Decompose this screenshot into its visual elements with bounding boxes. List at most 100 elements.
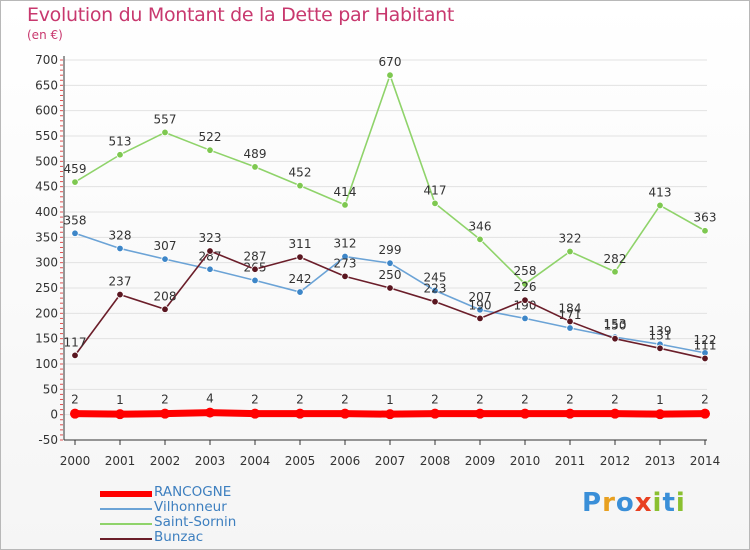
data-point-rancogne	[250, 408, 260, 419]
y-tick-label: 700	[35, 53, 58, 67]
data-point-vilhonneur	[161, 255, 169, 263]
logo-letter: x	[634, 488, 653, 518]
data-label-vilhonneur: 153	[604, 317, 627, 331]
data-point-saint-sornin	[341, 201, 349, 209]
data-label-saint-sornin: 557	[154, 112, 177, 126]
x-tick-label: 2008	[420, 454, 451, 468]
data-label-vilhonneur: 328	[109, 228, 132, 242]
legend-label-rancogne: RANCOGNE	[154, 484, 232, 500]
data-label-bunzac: 287	[244, 249, 267, 263]
x-tick-label: 2001	[105, 454, 136, 468]
data-point-saint-sornin	[566, 247, 574, 256]
data-label-saint-sornin: 322	[559, 232, 582, 246]
y-tick-label: -50	[38, 433, 58, 447]
y-tick-label: 250	[35, 281, 58, 295]
data-point-rancogne	[340, 408, 350, 419]
y-tick-label: 450	[35, 180, 58, 194]
data-point-rancogne	[160, 408, 170, 419]
x-tick-label: 2000	[60, 454, 91, 468]
data-label-rancogne: 2	[476, 393, 484, 407]
data-label-vilhonneur: 139	[649, 324, 672, 338]
logo-letter: P	[582, 488, 603, 518]
y-tick-label: 150	[35, 332, 58, 346]
data-point-vilhonneur	[206, 265, 214, 273]
data-label-bunzac: 223	[424, 282, 447, 296]
x-tick-label: 2007	[375, 454, 406, 468]
data-point-saint-sornin	[611, 268, 619, 276]
y-tick-label: 300	[35, 256, 58, 270]
data-point-rancogne	[475, 408, 485, 419]
data-label-bunzac: 208	[154, 289, 177, 303]
y-tick-label: 100	[35, 357, 58, 371]
data-point-bunzac	[701, 354, 709, 363]
data-label-rancogne: 4	[206, 392, 214, 406]
data-point-bunzac	[656, 344, 664, 352]
data-label-rancogne: 2	[611, 393, 619, 407]
data-label-rancogne: 1	[116, 393, 124, 407]
data-point-vilhonneur	[521, 314, 529, 323]
x-tick-label: 2006	[330, 454, 361, 468]
data-label-rancogne: 2	[341, 393, 349, 407]
data-point-rancogne	[295, 408, 305, 419]
data-point-bunzac	[521, 296, 529, 304]
data-point-vilhonneur	[296, 288, 304, 296]
logo-letter: r	[602, 488, 616, 518]
data-point-rancogne	[385, 409, 395, 420]
y-tick-label: 350	[35, 230, 58, 244]
legend-label-bunzac: Bunzac	[154, 529, 204, 545]
data-label-vilhonneur: 358	[64, 213, 87, 227]
data-point-saint-sornin	[656, 201, 664, 210]
x-tick-label: 2005	[285, 454, 316, 468]
data-label-rancogne: 1	[386, 393, 394, 407]
data-point-vilhonneur	[251, 276, 259, 285]
y-tick-label: 550	[35, 129, 58, 143]
data-point-vilhonneur	[341, 252, 349, 261]
logo-letter: i	[675, 488, 686, 518]
data-label-vilhonneur: 299	[379, 243, 402, 257]
data-point-bunzac	[566, 317, 574, 326]
data-point-saint-sornin	[206, 146, 214, 154]
data-point-vilhonneur	[116, 244, 124, 253]
data-label-vilhonneur: 207	[469, 290, 492, 304]
data-point-rancogne	[70, 408, 80, 419]
data-label-rancogne: 2	[71, 393, 79, 407]
data-point-saint-sornin	[296, 181, 304, 190]
data-label-saint-sornin: 522	[199, 130, 222, 144]
data-point-vilhonneur	[431, 286, 439, 295]
data-label-bunzac: 117	[64, 335, 87, 349]
data-label-rancogne: 2	[701, 393, 709, 407]
data-point-bunzac	[71, 351, 79, 360]
y-tick-label: 650	[35, 78, 58, 92]
data-label-saint-sornin: 363	[694, 211, 717, 225]
legend-swatch-saint-sornin	[100, 523, 152, 525]
data-point-saint-sornin	[476, 235, 484, 244]
data-point-saint-sornin	[71, 178, 79, 186]
data-point-rancogne	[610, 408, 620, 419]
data-label-bunzac: 311	[289, 237, 312, 251]
logo-letter: o	[615, 488, 635, 518]
x-tick-label: 2002	[150, 454, 181, 468]
data-label-bunzac: 131	[649, 328, 672, 342]
data-label-rancogne: 2	[521, 393, 529, 407]
data-label-vilhonneur: 122	[694, 333, 717, 347]
x-tick-label: 2004	[240, 454, 271, 468]
data-point-bunzac	[611, 334, 619, 343]
data-label-bunzac: 184	[559, 301, 582, 315]
y-tick-label: 600	[35, 104, 58, 118]
data-label-rancogne: 2	[566, 393, 574, 407]
legend-label-vilhonneur: Vilhonneur	[154, 499, 227, 515]
data-label-bunzac: 250	[379, 268, 402, 282]
data-point-vilhonneur	[71, 229, 79, 237]
legend-swatch-bunzac	[100, 538, 152, 540]
data-point-rancogne	[205, 407, 215, 418]
data-point-rancogne	[430, 408, 440, 419]
data-label-rancogne: 2	[251, 393, 259, 407]
data-point-rancogne	[520, 408, 530, 419]
data-label-saint-sornin: 459	[64, 162, 87, 176]
logo-letter: t	[662, 488, 676, 518]
data-point-bunzac	[251, 265, 259, 273]
data-point-bunzac	[386, 284, 394, 292]
chart-subtitle: (en €)	[27, 28, 63, 42]
data-point-bunzac	[476, 314, 484, 323]
